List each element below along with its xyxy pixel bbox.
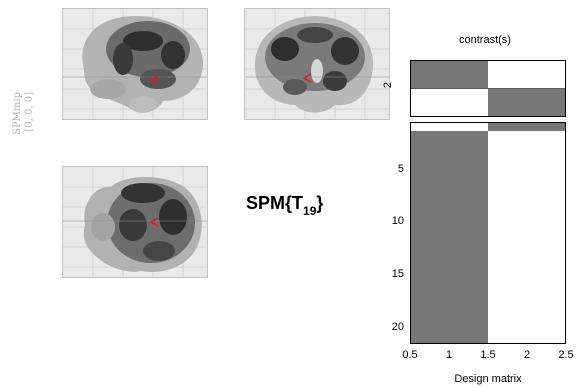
dm-cell: [411, 151, 488, 162]
dm-cell: [488, 252, 565, 263]
y-tick-label: 20: [391, 321, 404, 334]
dm-cell: [411, 252, 488, 263]
dm-cell: [488, 262, 565, 273]
x-tick-label: 0.5: [402, 349, 418, 361]
y-tick-label: 15: [391, 268, 404, 281]
dm-cell: [411, 312, 488, 324]
x-tick-label: 2.5: [558, 349, 574, 361]
dm-cell: [411, 272, 488, 283]
dm-cell: [411, 131, 488, 142]
dm-cell: [411, 292, 488, 304]
dm-cell: [488, 242, 565, 253]
design-matrix-panel[interactable]: [410, 122, 566, 344]
dm-cell: [488, 282, 565, 294]
cursor-marker: [302, 73, 312, 83]
dm-cell: [488, 292, 565, 304]
dm-cell: [488, 191, 565, 203]
contrast-cell: [488, 61, 565, 89]
dm-cell: [411, 332, 488, 343]
y-tick-label: 5: [397, 162, 404, 175]
dm-cell: [488, 272, 565, 283]
dm-cell: [488, 181, 565, 193]
dm-cell: [488, 211, 565, 223]
dm-cell: [411, 262, 488, 273]
glass-brain-sagittal: [62, 8, 208, 120]
dm-cell: [488, 312, 565, 324]
mip-label: SPMmip: [12, 92, 23, 135]
cursor-marker: [149, 75, 159, 85]
dm-cell: [488, 151, 565, 162]
dm-cell: [411, 242, 488, 253]
design-matrix-xlabel: Design matrix: [454, 373, 522, 385]
dm-cell: [488, 161, 565, 172]
dm-cell: [411, 141, 488, 152]
contrast-plot: [411, 61, 565, 116]
contrast-panel[interactable]: [410, 60, 566, 117]
statistic-title: SPM{T19}: [246, 193, 323, 218]
statistic-main: SPM{T: [246, 193, 304, 213]
contrast-cell: [411, 88, 488, 116]
dm-cell: [411, 282, 488, 294]
contrast-cell: [488, 88, 565, 116]
dm-cell: [488, 131, 565, 142]
dm-cell: [411, 171, 488, 182]
mip-side-label: SPMmip [0, 0, 0]: [8, 92, 38, 164]
dm-cell: [488, 221, 565, 233]
dm-cell: [411, 302, 488, 314]
dm-cell: [411, 221, 488, 233]
x-tick-label: 1: [445, 349, 453, 361]
design-matrix-plot: [411, 123, 565, 343]
statistic-close: }: [316, 193, 324, 213]
contrast-cell: [411, 61, 488, 89]
glass-brain-coronal: [244, 8, 390, 120]
dm-cell: [488, 141, 565, 152]
dm-cell: [411, 161, 488, 172]
dm-cell: [488, 322, 565, 334]
x-tick-label: 2: [523, 349, 531, 361]
dm-cell: [411, 181, 488, 193]
dm-top-strip: [488, 123, 565, 131]
y-tick-label: 10: [391, 215, 404, 228]
contrast-title: contrast(s): [459, 34, 511, 46]
glass-brain-axial: [62, 166, 208, 278]
dm-cell: [488, 332, 565, 343]
coordinate-label: [0, 0, 0]: [24, 92, 35, 132]
dm-cell: [488, 231, 565, 243]
dm-cell: [488, 201, 565, 213]
dm-cell: [411, 322, 488, 334]
dm-cell: [411, 201, 488, 213]
x-tick-label: 1.5: [480, 349, 496, 361]
dm-cell: [411, 191, 488, 203]
dm-cell: [411, 211, 488, 223]
statistic-df: 19: [303, 204, 317, 218]
dm-cell: [488, 302, 565, 314]
dm-cell: [411, 231, 488, 243]
dm-cell: [488, 171, 565, 182]
cursor-marker: [149, 217, 159, 227]
contrast-ylabel: 2: [382, 82, 394, 89]
